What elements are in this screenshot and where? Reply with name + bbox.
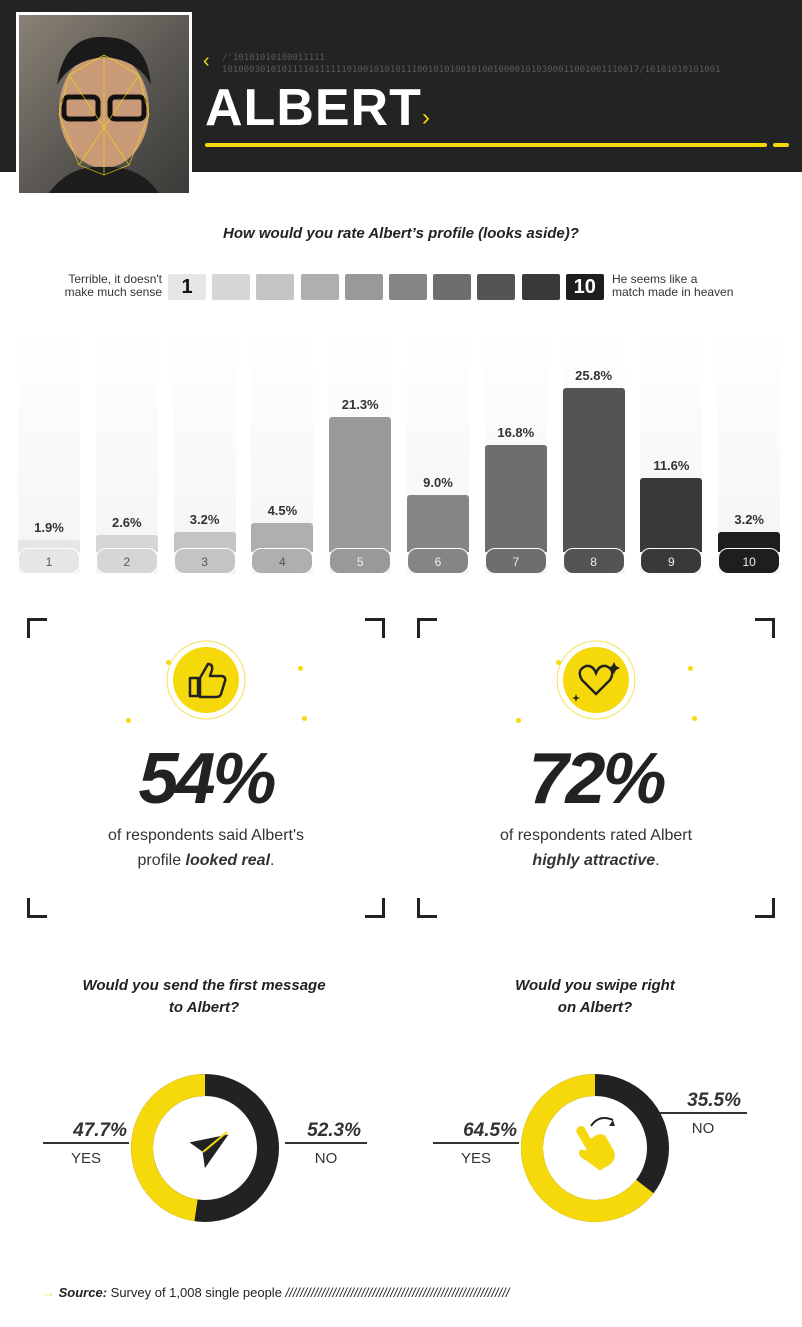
category-label: 2: [95, 548, 158, 574]
category-label: 1: [18, 548, 80, 574]
frame-corner: [27, 898, 47, 918]
scale-swatch-8: [477, 274, 516, 300]
frame-corner: [365, 898, 385, 918]
frame-corner: [755, 618, 775, 638]
bar-2: [95, 535, 158, 552]
scale-swatch-6: [389, 274, 427, 300]
category-label: 4: [251, 548, 314, 574]
stat-card: 54% of respondents said Albert's profile l…: [27, 618, 385, 918]
stat-card: 72% of respondents rated Albert highly att…: [417, 618, 775, 918]
category-label: 3: [173, 548, 236, 574]
poll-question: Would you swipe right on Albert?: [515, 977, 675, 1016]
frame-corner: [755, 898, 775, 918]
sparkle-dot: [166, 660, 171, 665]
poll-yes-label: 64.5% YES: [433, 1120, 519, 1167]
chevron-left-icon: ‹: [203, 50, 210, 72]
profile-photo: [16, 12, 192, 196]
bar-background: [95, 330, 158, 574]
sparkle-dot: [692, 716, 697, 721]
poll-no-label: 35.5% NO: [659, 1090, 747, 1137]
poll-question: Would you send the first message to Alber…: [82, 977, 326, 1016]
chevron-right-icon: ›: [421, 104, 431, 131]
sparkle-dot: [126, 718, 131, 723]
bar-8: [562, 388, 625, 552]
thumbs-up-icon: [166, 640, 246, 720]
bar-value-label: 2.6%: [111, 515, 142, 531]
scale-swatch-5: [344, 274, 383, 300]
bar-background: [18, 330, 80, 574]
bar-value-label: 16.8%: [497, 425, 535, 441]
bar-value-label: 4.5%: [267, 503, 298, 519]
category-label: 5: [329, 548, 392, 574]
frame-corner: [417, 898, 437, 918]
bar-9: [640, 478, 703, 552]
bar-value-label: 3.2%: [734, 511, 764, 527]
poll-donut-chart: [127, 1070, 283, 1226]
bar-5: [329, 416, 392, 552]
donut-yes-segment: [521, 1074, 669, 1222]
rating-question: How would you rate Albert’s profile (loo…: [223, 225, 579, 242]
accent-dash: [773, 143, 789, 147]
paper-plane-icon: [189, 1131, 229, 1169]
bar-value-label: 21.3%: [341, 396, 379, 412]
bar-6: [407, 494, 469, 552]
bar-value-label: 3.2%: [189, 511, 220, 527]
scale-swatch-9: [521, 274, 560, 300]
bar-value-label: 9.0%: [423, 474, 453, 490]
binary-decoration: /'10101010100011111 101000301010111101111…: [222, 53, 722, 75]
category-label: 8: [562, 548, 625, 574]
scale-swatch-4: [300, 274, 339, 300]
scale-swatch-2: [212, 274, 251, 300]
category-label: 6: [407, 548, 469, 574]
scale-low-label: Terrible, it doesn't make much sense: [64, 272, 162, 299]
accent-line: [205, 143, 767, 147]
source-note: → Source: Survey of 1,008 single people …: [42, 1285, 510, 1300]
bar-10: [718, 531, 781, 552]
poll-yes-label: 47.7% YES: [43, 1120, 129, 1167]
sparkle-dot: [516, 718, 521, 723]
stat-caption: of respondents said Albert's profile look…: [107, 827, 305, 869]
frame-corner: [365, 618, 385, 638]
stat-caption: of respondents rated Albert highly attrac…: [499, 827, 693, 869]
scale-swatch-10: 10: [565, 274, 604, 300]
category-label: 9: [640, 548, 703, 574]
bar-3: [173, 531, 236, 552]
poll-donut-chart: [517, 1070, 673, 1226]
category-label: 10: [718, 548, 781, 574]
heart-icon: [556, 640, 636, 720]
scale-swatch-7: [433, 274, 472, 300]
sparkle-dot: [302, 716, 307, 721]
bar-7: [484, 445, 547, 552]
arrow-right-icon: →: [42, 1285, 59, 1300]
swipe-hand-icon: [576, 1117, 615, 1171]
sparkle-dot: [298, 666, 303, 671]
donut-yes-segment: [131, 1074, 279, 1222]
poll-no-label: 52.3% NO: [285, 1120, 367, 1167]
scale-swatch-1: 1: [168, 274, 206, 300]
category-label: 7: [484, 548, 547, 574]
page-title: ALBERT›: [205, 79, 431, 137]
stat-value: 72%: [528, 739, 666, 819]
frame-corner: [27, 618, 47, 638]
sparkle-dot: [556, 660, 561, 665]
scale-swatch-3: [256, 274, 295, 300]
sparkle-dot: [688, 666, 693, 671]
bar-value-label: 11.6%: [653, 458, 690, 474]
bar-value-label: 1.9%: [34, 519, 64, 535]
bar-value-label: 25.8%: [575, 368, 613, 383]
stat-value: 54%: [138, 739, 276, 819]
scale-high-label: He seems like a match made in heaven: [612, 272, 734, 299]
bar-4: [251, 523, 314, 552]
frame-corner: [417, 618, 437, 638]
